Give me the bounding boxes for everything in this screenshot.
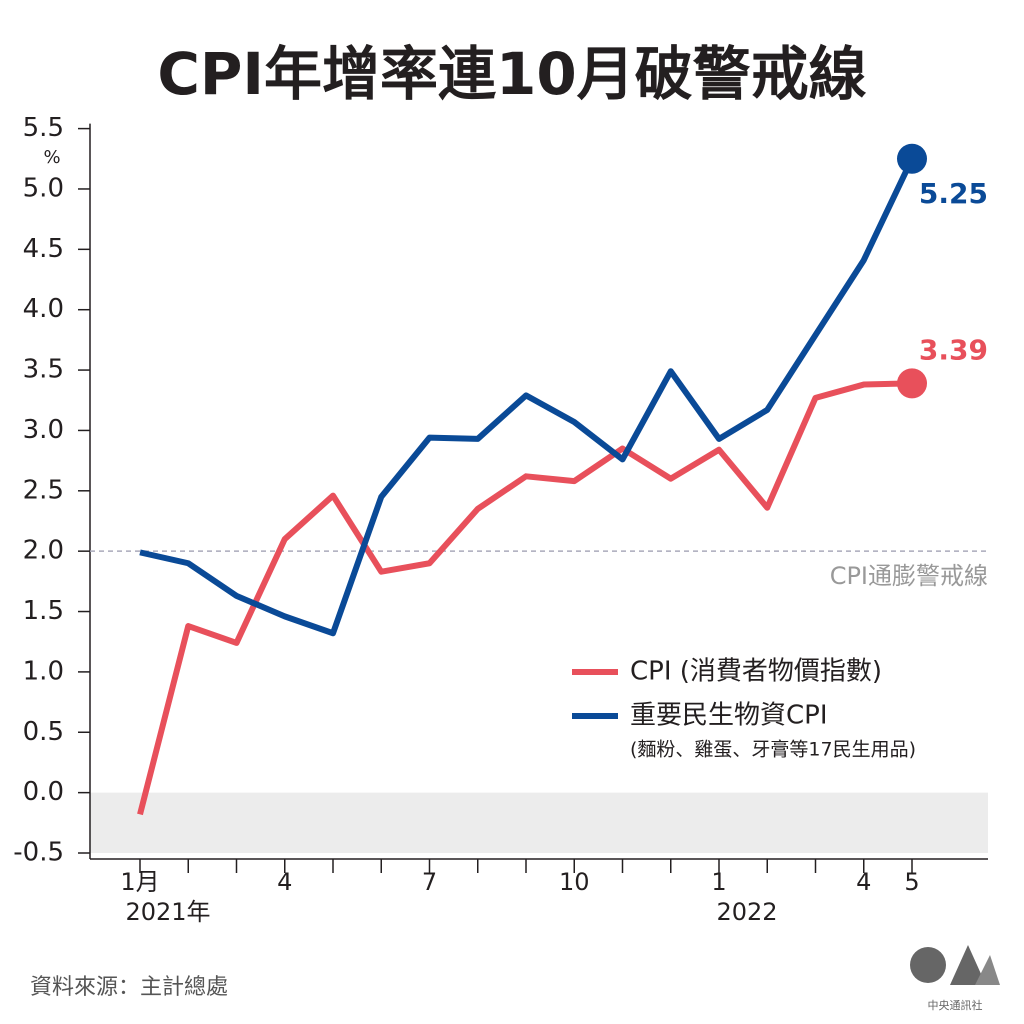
x-tick-label: 5 bbox=[904, 868, 919, 896]
y-tick-label: 3.5 bbox=[23, 355, 64, 385]
y-tick-label: 4.0 bbox=[23, 294, 64, 324]
value-label: 3.39 bbox=[919, 333, 988, 366]
year-label: 2021年 bbox=[125, 898, 210, 926]
y-tick-label: 1.0 bbox=[23, 656, 64, 686]
x-tick-label: 1 bbox=[711, 868, 726, 896]
source: 資料來源：主計總處 bbox=[30, 975, 228, 1000]
end-point bbox=[897, 143, 927, 174]
year-label: 2022 bbox=[716, 898, 777, 926]
end-point bbox=[897, 368, 927, 399]
x-tick-label: 1月 bbox=[120, 868, 159, 896]
threshold-label: CPI通膨警戒線 bbox=[830, 562, 988, 590]
series-line bbox=[139, 157, 915, 637]
x-tick-label: 4 bbox=[277, 868, 292, 896]
y-tick-label: -0.5 bbox=[13, 838, 64, 868]
x-tick-label: 7 bbox=[422, 868, 437, 896]
legend-label: CPI (消費者物價指數) bbox=[630, 657, 882, 687]
logo: 中央通訊社 bbox=[910, 945, 1000, 1012]
x-tick-label: 4 bbox=[856, 868, 871, 896]
y-tick-label: 5.0 bbox=[23, 173, 64, 203]
y-tick-label: 2.0 bbox=[23, 536, 64, 566]
series-line bbox=[137, 380, 913, 816]
negative-zone bbox=[90, 792, 988, 853]
y-tick-label: 2.5 bbox=[23, 475, 64, 505]
credit: 中央通訊社 bbox=[928, 998, 983, 1012]
value-label: 5.25 bbox=[919, 177, 988, 210]
y-tick-label: 1.5 bbox=[23, 596, 64, 626]
x-tick-label: 10 bbox=[559, 868, 590, 896]
chart-title: CPI年增率連10月破警戒線 bbox=[157, 40, 866, 108]
y-tick-label: 3.0 bbox=[23, 415, 64, 445]
y-tick-label: 0.5 bbox=[23, 717, 64, 747]
legend-label: 重要民生物資CPI bbox=[630, 701, 828, 731]
legend-note: (麵粉、雞蛋、牙膏等17民生用品) bbox=[630, 738, 916, 761]
y-tick-label: 5.5 bbox=[23, 113, 64, 143]
y-tick-label: 0.0 bbox=[23, 777, 64, 807]
unit: % bbox=[43, 147, 60, 168]
y-tick-label: 4.5 bbox=[23, 234, 64, 264]
